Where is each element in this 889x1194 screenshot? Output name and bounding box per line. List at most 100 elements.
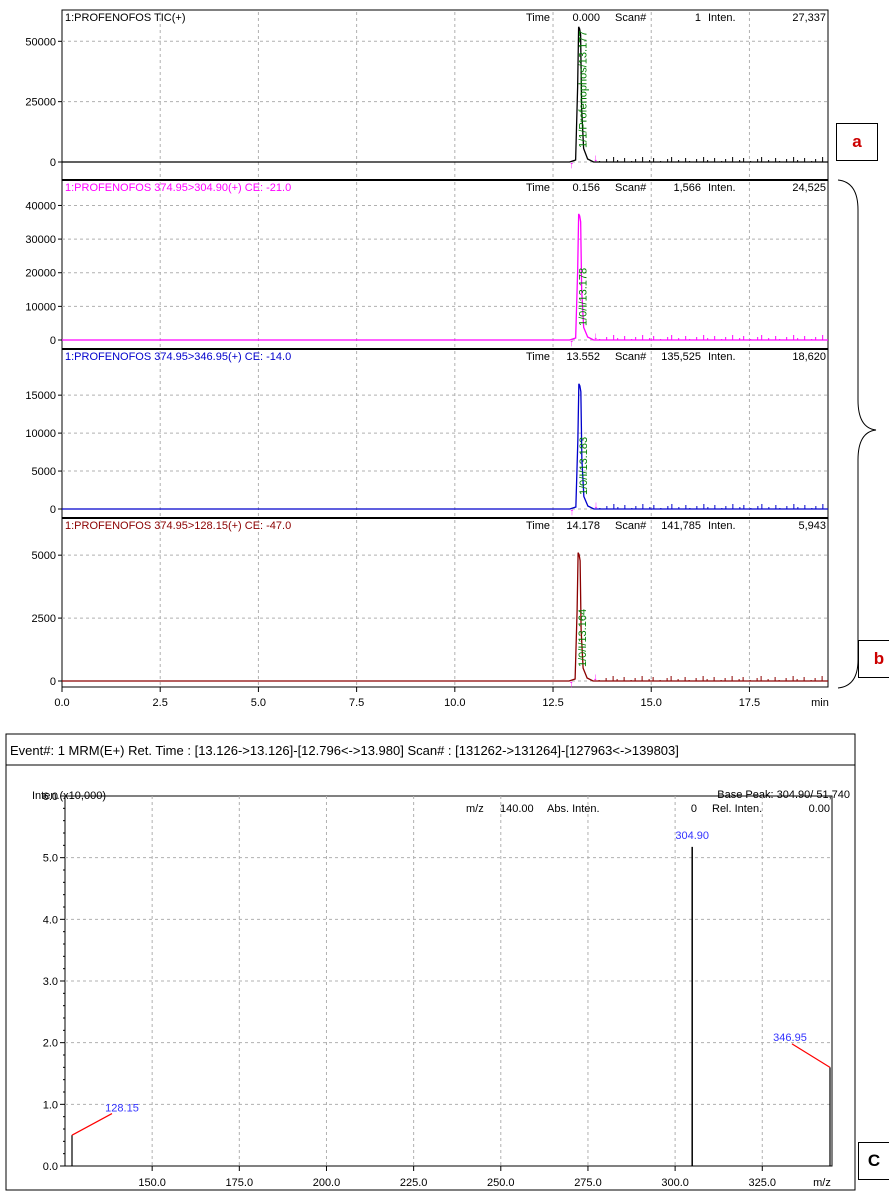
y-tick-label: 0 bbox=[50, 504, 56, 516]
inten-label: Inten. bbox=[708, 182, 736, 194]
spectrum-data-label: 346.95 bbox=[773, 1032, 807, 1044]
spectrum-data-label: 304.90 bbox=[675, 830, 709, 842]
x-tick-label: 15.0 bbox=[641, 697, 662, 709]
y-tick-label: 2500 bbox=[32, 613, 56, 625]
inten-value: 18,620 bbox=[792, 351, 826, 363]
peak-end-marker: ↓ bbox=[593, 500, 598, 511]
chromatogram-panel: 40000 30000 20000 10000 0 1:PROFENOFOS 374.95… bbox=[25, 179, 828, 349]
brace-b-group bbox=[837, 179, 877, 689]
y-tick-label: 25000 bbox=[25, 97, 56, 109]
peak-start-marker: ↑ bbox=[569, 338, 574, 349]
chromatogram-panel: 50000 25000 0 1:PROFENOFOS TIC(+) Time 0.000 S… bbox=[25, 12, 828, 179]
readout-mz: 140.00 bbox=[500, 803, 534, 815]
brace-b bbox=[837, 179, 877, 689]
y-tick-label: 15000 bbox=[25, 390, 56, 402]
time-label: Time bbox=[526, 12, 550, 24]
readout-rel: 0.00 bbox=[809, 803, 830, 815]
peak-end-marker: ↓ bbox=[593, 331, 598, 342]
inten-label: Inten. bbox=[708, 351, 736, 363]
x-tick-label: 7.5 bbox=[349, 697, 364, 709]
spectrum-label-leader bbox=[791, 1043, 831, 1068]
readout-mz-label: m/z bbox=[466, 803, 484, 815]
readout-rel-label: Rel. Inten. bbox=[712, 803, 762, 815]
y-tick-label: 20000 bbox=[25, 268, 56, 280]
y-tick-label: 4.0 bbox=[43, 914, 58, 926]
scan-label: Scan# bbox=[615, 182, 647, 194]
x-tick-label: 0.0 bbox=[54, 697, 69, 709]
scan-value: 135,525 bbox=[661, 351, 701, 363]
y-tick-label: 5000 bbox=[32, 466, 56, 478]
time-value: 0.000 bbox=[572, 12, 600, 24]
y-axis-label: Inten.(x10,000) bbox=[32, 790, 106, 802]
peak-label: 1/0/I/13.183 bbox=[578, 437, 590, 495]
inten-value: 27,337 bbox=[792, 12, 826, 24]
x-tick-label: 225.0 bbox=[400, 1177, 428, 1189]
inten-label: Inten. bbox=[708, 520, 736, 532]
y-tick-label: 5.0 bbox=[43, 853, 58, 865]
label-box-b: b bbox=[858, 640, 889, 678]
spectrum-header: Event#: 1 MRM(E+) Ret. Time : [13.126->1… bbox=[10, 743, 679, 758]
scan-value: 141,785 bbox=[661, 520, 701, 532]
time-label: Time bbox=[526, 182, 550, 194]
readout-abs: 0 bbox=[691, 803, 697, 815]
spectrum-label-leader bbox=[71, 1113, 113, 1136]
chromatogram-trace bbox=[62, 213, 828, 341]
inten-label: Inten. bbox=[708, 12, 736, 24]
time-label: Time bbox=[526, 520, 550, 532]
panel-title: 1:PROFENOFOS 374.95>304.90(+) CE: -21.0 bbox=[65, 182, 291, 194]
x-tick-label: 300.0 bbox=[661, 1177, 689, 1189]
x-tick-label: 5.0 bbox=[251, 697, 266, 709]
y-tick-label: 10000 bbox=[25, 428, 56, 440]
x-tick-label: 10.0 bbox=[444, 697, 465, 709]
peak-label: 1/0/I/13.178 bbox=[578, 268, 590, 326]
label-box-c: C bbox=[858, 1142, 889, 1180]
peak-start-marker: ↑ bbox=[569, 679, 574, 690]
spectrum-data-label: 128.15 bbox=[105, 1103, 139, 1115]
x-tick-label: 17.5 bbox=[739, 697, 760, 709]
inten-value: 24,525 bbox=[792, 182, 826, 194]
y-tick-label: 0 bbox=[50, 676, 56, 688]
y-tick-label: 5000 bbox=[32, 550, 56, 562]
x-tick-label: 175.0 bbox=[226, 1177, 254, 1189]
chromatogram-panel: 5000 2500 0 1:PROFENOFOS 374.95>128.15(+) C… bbox=[32, 517, 828, 690]
scan-label: Scan# bbox=[615, 351, 647, 363]
x-tick-label: 150.0 bbox=[138, 1177, 166, 1189]
y-tick-label: 30000 bbox=[25, 234, 56, 246]
y-tick-label: 2.0 bbox=[43, 1038, 58, 1050]
time-value: 14.178 bbox=[566, 520, 600, 532]
y-tick-label: 0 bbox=[50, 335, 56, 347]
inten-value: 5,943 bbox=[798, 520, 826, 532]
x-axis-unit: min bbox=[811, 697, 829, 709]
panel-title: 1:PROFENOFOS TIC(+) bbox=[65, 12, 186, 24]
mass-spectrum-chart: Event#: 1 MRM(E+) Ret. Time : [13.126->1… bbox=[5, 733, 856, 1191]
panel-title: 1:PROFENOFOS 374.95>346.95(+) CE: -14.0 bbox=[65, 351, 291, 363]
x-tick-label: 200.0 bbox=[313, 1177, 341, 1189]
y-tick-label: 0.0 bbox=[43, 1161, 58, 1173]
scan-label: Scan# bbox=[615, 12, 647, 24]
scan-label: Scan# bbox=[615, 520, 647, 532]
y-tick-label: 1.0 bbox=[43, 1099, 58, 1111]
y-tick-label: 6.0 bbox=[43, 791, 58, 803]
y-tick-label: 3.0 bbox=[43, 976, 58, 988]
base-peak: Base Peak: 304.90/ 51,740 bbox=[717, 789, 850, 801]
peak-start-marker: ↑ bbox=[569, 160, 574, 171]
y-tick-label: 40000 bbox=[25, 200, 56, 212]
peak-label: 1/1/Profenophos/13.177 bbox=[578, 31, 590, 148]
chromatogram-x-axis: 0.0 2.5 5.0 7.5 10.0 12.5 15.0 17.5 min bbox=[54, 687, 829, 709]
x-tick-label: 12.5 bbox=[542, 697, 563, 709]
label-box-a: a bbox=[836, 123, 878, 161]
y-tick-label: 0 bbox=[50, 157, 56, 169]
chromatogram-panel: 15000 10000 5000 0 1:PROFENOFOS 374.95>346.9… bbox=[25, 348, 828, 518]
x-tick-label: 2.5 bbox=[153, 697, 168, 709]
chromatogram-trace bbox=[62, 383, 828, 510]
time-label: Time bbox=[526, 351, 550, 363]
x-tick-label: 250.0 bbox=[487, 1177, 515, 1189]
readout-abs-label: Abs. Inten. bbox=[547, 803, 600, 815]
spectrum-frame bbox=[5, 733, 856, 1191]
x-tick-label: 325.0 bbox=[749, 1177, 777, 1189]
peak-start-marker: ↑ bbox=[569, 507, 574, 518]
x-axis-unit: m/z bbox=[813, 1177, 831, 1189]
